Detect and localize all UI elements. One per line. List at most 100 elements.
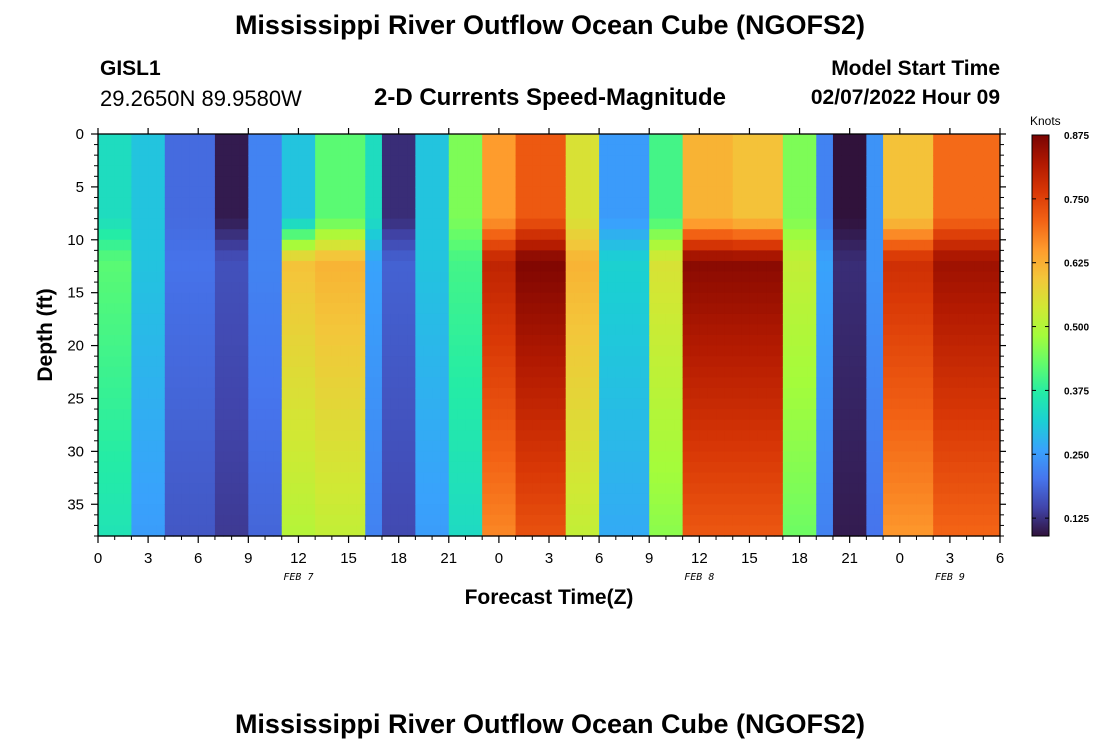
y-tick-label: 25 — [67, 390, 84, 407]
heatmap-cell — [306, 387, 316, 400]
heatmap-cell — [757, 229, 767, 241]
heatmap-cell — [924, 335, 934, 347]
heatmap-cell — [98, 282, 107, 294]
heatmap-cell — [874, 292, 884, 304]
heatmap-cell — [448, 186, 458, 199]
heatmap-cell — [724, 345, 734, 357]
heatmap-cell — [540, 345, 550, 357]
heatmap-cell — [148, 514, 158, 527]
heatmap-cell — [615, 356, 625, 368]
heatmap-cell — [139, 303, 149, 315]
heatmap-cell — [649, 176, 659, 188]
heatmap-cell — [523, 155, 533, 167]
heatmap-cell — [540, 208, 550, 220]
heatmap-cell — [958, 186, 968, 199]
heatmap-cell — [214, 197, 224, 209]
heatmap-cell — [98, 493, 107, 505]
y-tick-label: 10 — [67, 232, 84, 249]
heatmap-cell — [390, 250, 400, 262]
heatmap-cell — [607, 419, 617, 431]
heatmap-cell — [164, 461, 174, 474]
heatmap-cell — [189, 271, 199, 283]
heatmap-cell — [632, 366, 642, 378]
heatmap-cell — [331, 197, 341, 209]
heatmap-cell — [958, 229, 968, 241]
heatmap-cell — [924, 313, 934, 326]
heatmap-cell — [164, 387, 174, 400]
heatmap-cell — [841, 461, 851, 474]
heatmap-cell — [457, 335, 467, 347]
heatmap-cell — [649, 440, 659, 452]
heatmap-cell — [498, 197, 508, 209]
heatmap-cell — [974, 493, 984, 505]
heatmap-cell — [373, 134, 383, 146]
heatmap-cell — [231, 165, 241, 177]
heatmap-cell — [457, 239, 467, 251]
heatmap-cell — [749, 461, 759, 474]
heatmap-cell — [164, 282, 174, 294]
heatmap-cell — [565, 387, 575, 400]
heatmap-cell — [657, 282, 667, 294]
heatmap-cell — [415, 440, 425, 452]
heatmap-cell — [265, 345, 274, 357]
heatmap-cell — [674, 356, 684, 368]
heatmap-cell — [941, 514, 951, 527]
heatmap-cell — [189, 483, 199, 495]
heatmap-cell — [766, 409, 776, 421]
heatmap-cell — [565, 303, 575, 315]
heatmap-cell — [916, 419, 926, 431]
heatmap-cell — [198, 472, 208, 484]
heatmap-cell — [331, 218, 341, 230]
heatmap-cell — [933, 493, 943, 505]
heatmap-cell — [231, 324, 241, 336]
heatmap-cell — [273, 134, 283, 146]
heatmap-cell — [348, 419, 358, 431]
heatmap-cell — [757, 208, 767, 220]
heatmap-cell — [407, 229, 416, 241]
heatmap-cell — [941, 472, 951, 484]
heatmap-cell — [557, 165, 567, 177]
heatmap-cell — [816, 356, 826, 368]
heatmap-cell — [290, 324, 300, 336]
heatmap-cell — [640, 525, 650, 537]
heatmap-cell — [281, 165, 291, 177]
heatmap-cell — [565, 366, 575, 378]
heatmap-cell — [448, 430, 458, 442]
heatmap-cell — [123, 356, 133, 368]
heatmap-cell — [866, 504, 876, 516]
heatmap-cell — [398, 218, 408, 230]
heatmap-cell — [306, 461, 316, 474]
heatmap-cell — [156, 282, 166, 294]
heatmap-cell — [106, 409, 116, 421]
heatmap-cell — [983, 419, 993, 431]
heatmap-cell — [407, 387, 416, 400]
heatmap-cell — [891, 165, 901, 177]
heatmap-cell — [549, 282, 558, 294]
heatmap-cell — [106, 525, 116, 537]
heatmap-cell — [557, 387, 567, 400]
heatmap-cell — [448, 525, 458, 537]
heatmap-cell — [774, 419, 784, 431]
heatmap-cell — [515, 197, 525, 209]
heatmap-cell — [908, 356, 918, 368]
heatmap-cell — [582, 409, 592, 421]
heatmap-cell — [724, 387, 734, 400]
heatmap-cell — [574, 483, 584, 495]
heatmap-cell — [248, 472, 258, 484]
heatmap-cell — [114, 440, 124, 452]
heatmap-cell — [933, 366, 943, 378]
heatmap-cell — [924, 440, 934, 452]
heatmap-cell — [348, 155, 358, 167]
heatmap-cell — [757, 303, 767, 315]
heatmap-cell — [148, 313, 158, 326]
heatmap-cell — [858, 366, 867, 378]
heatmap-cell — [315, 366, 325, 378]
heatmap-cell — [557, 260, 567, 273]
heatmap-cell — [390, 472, 400, 484]
heatmap-cell — [181, 271, 191, 283]
heatmap-cell — [173, 239, 183, 251]
heatmap-cell — [206, 324, 216, 336]
heatmap-cell — [665, 398, 675, 410]
heatmap-cell — [699, 398, 709, 410]
heatmap-cell — [665, 493, 675, 505]
